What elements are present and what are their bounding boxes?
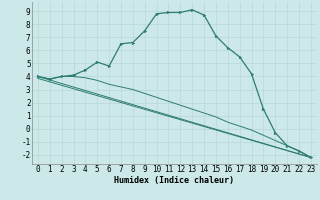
X-axis label: Humidex (Indice chaleur): Humidex (Indice chaleur) — [115, 176, 234, 185]
